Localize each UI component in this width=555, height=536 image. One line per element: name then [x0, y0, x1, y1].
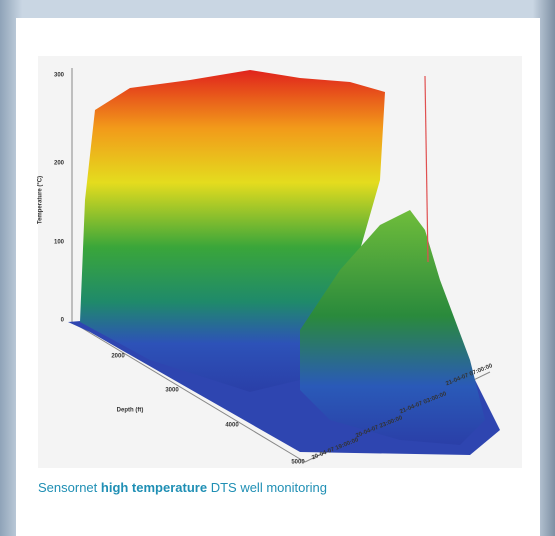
caption-text: Sensornet	[38, 480, 97, 495]
caption-emphasis: high temperature	[101, 480, 207, 495]
y-axis-label: Temperature (°C)	[38, 176, 44, 224]
figure: Temperature (°C) Depth (ft) 300200100020…	[0, 0, 555, 536]
y-tick-label: 100	[54, 240, 65, 246]
y-tick-label: 300	[54, 73, 65, 79]
depth-axis-label: Depth (ft)	[117, 408, 144, 414]
y-tick-label: 200	[54, 161, 65, 167]
depth-tick-label: 3000	[165, 388, 179, 394]
depth-tick-label: 5000	[291, 460, 305, 466]
page: Temperature (°C) Depth (ft) 300200100020…	[0, 0, 555, 536]
depth-tick-label: 4000	[225, 423, 239, 429]
caption-text: DTS well monitoring	[211, 480, 327, 495]
caption: Sensornet high temperature DTS well moni…	[38, 480, 327, 495]
depth-tick-label: 2000	[111, 354, 125, 360]
